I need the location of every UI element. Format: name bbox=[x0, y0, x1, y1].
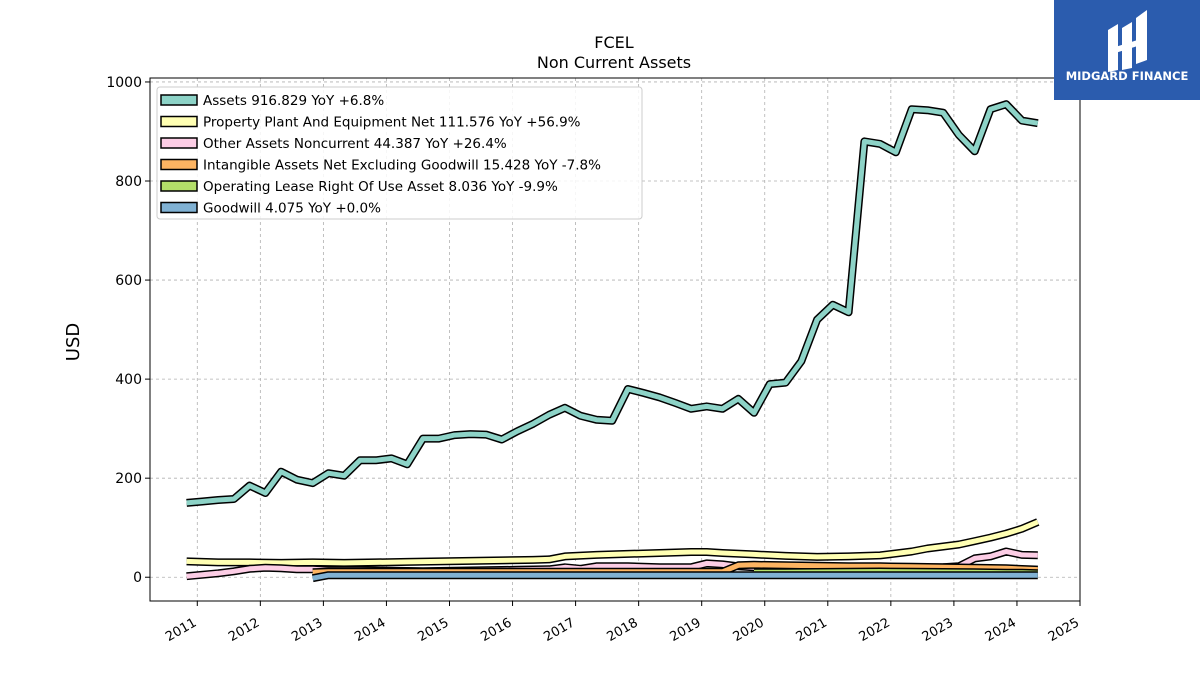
legend-swatch bbox=[160, 115, 198, 128]
y-tick-label: 400 bbox=[115, 372, 142, 388]
series-lines bbox=[186, 100, 1040, 583]
y-tick-label: 200 bbox=[115, 471, 142, 487]
series-line-1 bbox=[186, 519, 1039, 566]
x-tick-label: 2013 bbox=[289, 615, 325, 645]
y-axis-ticks: 0 200 400 600 800 1000 bbox=[106, 75, 150, 586]
plot-frame bbox=[149, 77, 1081, 602]
x-tick-label: 2011 bbox=[163, 615, 199, 645]
legend-swatch bbox=[160, 158, 198, 171]
x-tick-label: 2025 bbox=[1046, 615, 1082, 645]
x-tick-label: 2020 bbox=[731, 615, 767, 645]
y-tick-label: 600 bbox=[115, 273, 142, 289]
brand-logo-icon bbox=[1108, 10, 1147, 72]
x-tick-label: 2021 bbox=[794, 615, 830, 645]
x-tick-label: 2023 bbox=[920, 615, 956, 645]
x-tick-label: 2022 bbox=[857, 615, 893, 645]
x-tick-label: 2014 bbox=[352, 615, 388, 645]
chart-title: FCEL bbox=[594, 33, 633, 52]
legend-swatch bbox=[160, 180, 198, 192]
x-tick-label: 2024 bbox=[983, 615, 1019, 645]
brand-name: MIDGARD FINANCE bbox=[1066, 69, 1189, 83]
x-tick-label: 2018 bbox=[604, 615, 640, 645]
y-tick-label: 800 bbox=[115, 174, 142, 190]
y-tick-label: 0 bbox=[133, 570, 142, 586]
legend: Assets 916.829 YoY +6.8% Property Plant A… bbox=[156, 86, 643, 220]
x-axis-ticks: 2011 2012 2013 2014 2015 2016 2017 2018 2019 2020… bbox=[163, 601, 1082, 645]
x-tick-label: 2015 bbox=[415, 615, 451, 645]
legend-entry: Intangible Assets Net Excluding Goodwill… bbox=[203, 158, 601, 174]
chart-subtitle: Non Current Assets bbox=[537, 53, 691, 72]
legend-swatch bbox=[160, 137, 198, 149]
legend-swatch bbox=[160, 201, 198, 214]
x-tick-label: 2016 bbox=[478, 615, 514, 645]
legend-swatch bbox=[160, 94, 198, 106]
legend-entry: Goodwill 4.075 YoY +0.0% bbox=[203, 201, 381, 217]
legend-entry: Other Assets Noncurrent 44.387 YoY +26.4… bbox=[203, 136, 507, 152]
series-line-5 bbox=[312, 572, 1038, 581]
x-tick-label: 2019 bbox=[668, 615, 704, 645]
x-tick-label: 2017 bbox=[541, 615, 577, 645]
y-tick-label: 1000 bbox=[106, 75, 142, 91]
y-axis-label: USD bbox=[63, 323, 84, 361]
x-tick-label: 2012 bbox=[226, 615, 262, 645]
legend-box bbox=[156, 86, 643, 220]
brand-watermark: MIDGARD FINANCE bbox=[1054, 0, 1200, 100]
series-line-0 bbox=[186, 101, 1039, 506]
legend-entry: Property Plant And Equipment Net 111.576… bbox=[203, 115, 581, 131]
legend-entry: Operating Lease Right Of Use Asset 8.036… bbox=[203, 179, 558, 195]
legend-entry: Assets 916.829 YoY +6.8% bbox=[203, 93, 384, 109]
